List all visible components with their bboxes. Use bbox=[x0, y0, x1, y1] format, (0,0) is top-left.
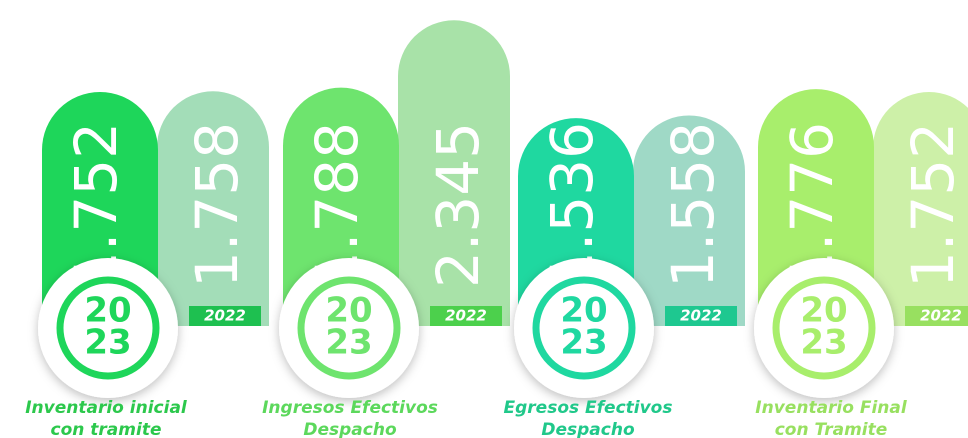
year-strip bbox=[189, 306, 261, 326]
badge-ring bbox=[297, 276, 401, 380]
value-label: 2.345 bbox=[424, 122, 492, 288]
badge-ring bbox=[772, 276, 876, 380]
year-label: 2022 bbox=[445, 307, 487, 325]
category-label: Despacho bbox=[541, 420, 635, 438]
badge-year: 23 bbox=[800, 323, 847, 363]
badge-ring bbox=[56, 276, 160, 380]
year-strip bbox=[430, 306, 502, 326]
year-strip bbox=[905, 306, 968, 326]
category-label: con tramite bbox=[51, 420, 162, 438]
bar-2022 bbox=[157, 91, 269, 326]
badge-year: 20 bbox=[800, 291, 847, 331]
category-label: con Tramite bbox=[775, 420, 888, 438]
badge-year: 20 bbox=[560, 291, 607, 331]
category-label: Egresos Efectivos bbox=[504, 398, 673, 418]
year-label: 2022 bbox=[680, 307, 722, 325]
badge-year: 23 bbox=[325, 323, 372, 363]
year-strip bbox=[665, 306, 737, 326]
bar-2022 bbox=[633, 115, 745, 327]
value-label: 1.758 bbox=[183, 122, 251, 288]
category-label: Inventario inicial bbox=[25, 398, 188, 418]
year-label: 2022 bbox=[204, 307, 246, 325]
badge-ring bbox=[532, 276, 636, 380]
badge-year: 23 bbox=[84, 323, 131, 363]
value-label: 1.752 bbox=[899, 122, 967, 288]
badge-year: 20 bbox=[84, 291, 131, 331]
bar-2022 bbox=[398, 20, 510, 326]
badge-year: 20 bbox=[325, 291, 372, 331]
badge-year: 23 bbox=[560, 323, 607, 363]
category-label: Despacho bbox=[303, 420, 397, 438]
category-label: Ingresos Efectivos bbox=[262, 398, 438, 418]
bar-2022 bbox=[873, 92, 968, 326]
value-label: 1.558 bbox=[659, 122, 727, 288]
year-label: 2022 bbox=[920, 307, 962, 325]
category-label: Inventario Final bbox=[755, 398, 908, 418]
